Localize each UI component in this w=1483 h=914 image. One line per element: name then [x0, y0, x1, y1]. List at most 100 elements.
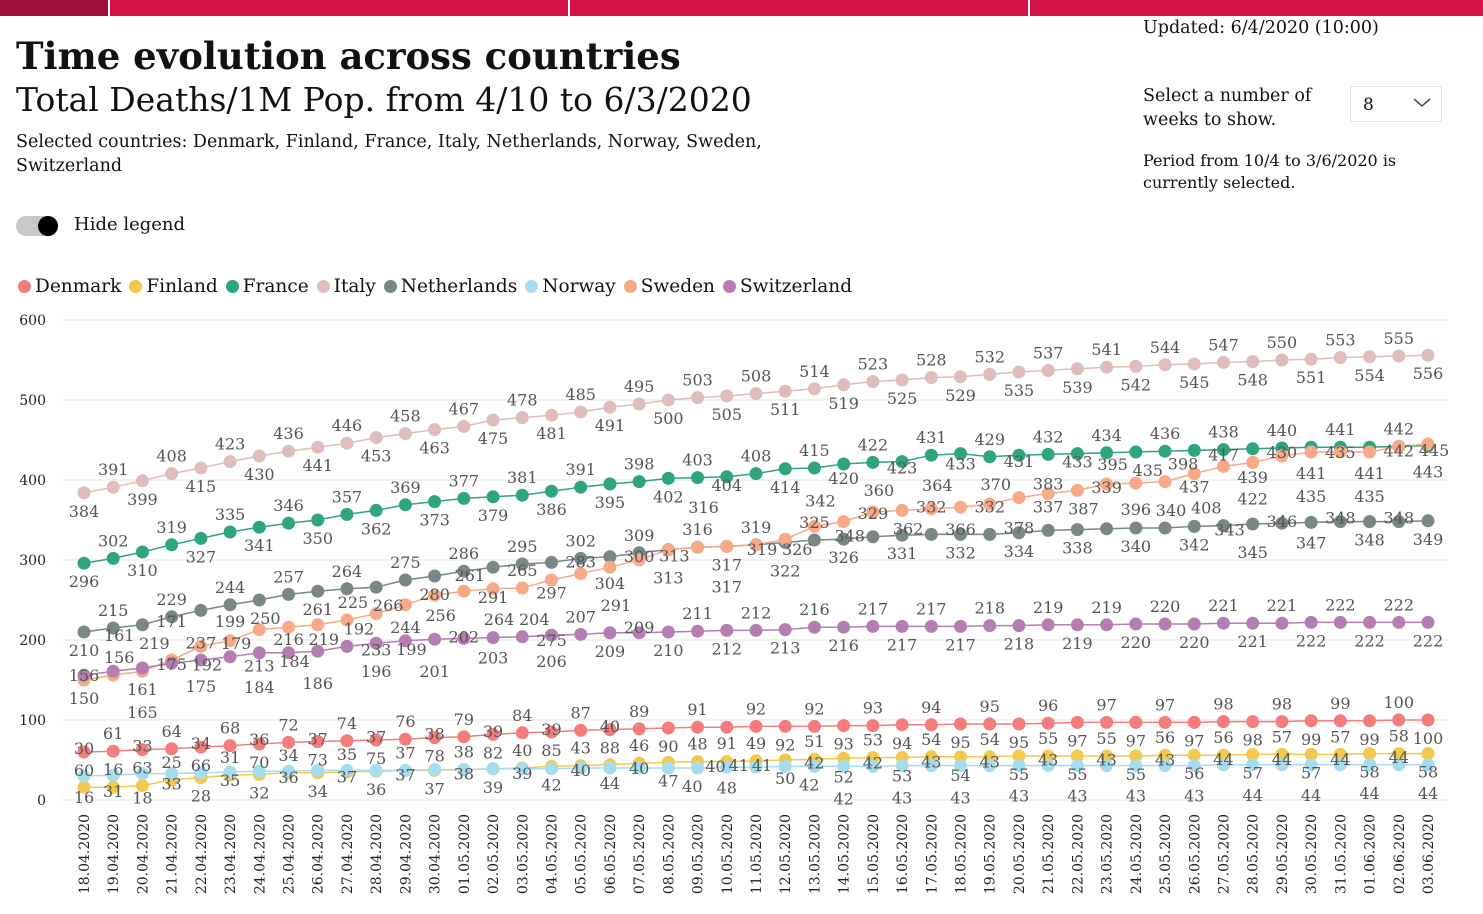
data-point-sweden[interactable]: [1304, 445, 1318, 459]
data-point-italy[interactable]: [983, 367, 997, 381]
data-point-switzerland[interactable]: [194, 653, 208, 667]
data-point-france[interactable]: [603, 477, 617, 491]
data-point-denmark[interactable]: [691, 720, 705, 734]
data-point-norway[interactable]: [1304, 758, 1318, 772]
data-point-france[interactable]: [1129, 445, 1143, 459]
data-point-netherlands[interactable]: [369, 580, 383, 594]
data-point-france[interactable]: [924, 448, 938, 462]
data-point-switzerland[interactable]: [632, 626, 646, 640]
data-point-norway[interactable]: [106, 768, 120, 782]
data-point-france[interactable]: [574, 480, 588, 494]
data-point-finland[interactable]: [1100, 749, 1114, 763]
data-point-norway[interactable]: [837, 759, 851, 773]
data-point-sweden[interactable]: [1275, 449, 1289, 463]
legend-item-italy[interactable]: Italy: [316, 276, 376, 297]
data-point-norway[interactable]: [574, 761, 588, 775]
data-point-netherlands[interactable]: [165, 610, 179, 624]
data-point-switzerland[interactable]: [106, 664, 120, 678]
data-point-netherlands[interactable]: [1246, 517, 1260, 531]
data-point-switzerland[interactable]: [77, 668, 91, 682]
data-point-italy[interactable]: [252, 449, 266, 463]
data-point-italy[interactable]: [369, 431, 383, 445]
data-point-italy[interactable]: [895, 373, 909, 387]
data-point-denmark[interactable]: [1304, 714, 1318, 728]
data-point-switzerland[interactable]: [661, 625, 675, 639]
data-point-switzerland[interactable]: [1100, 618, 1114, 632]
data-point-finland[interactable]: [1421, 747, 1435, 761]
data-point-france[interactable]: [165, 538, 179, 552]
data-point-italy[interactable]: [720, 389, 734, 403]
data-point-denmark[interactable]: [1070, 715, 1084, 729]
data-point-norway[interactable]: [661, 761, 675, 775]
data-point-sweden[interactable]: [398, 598, 412, 612]
data-point-netherlands[interactable]: [223, 598, 237, 612]
data-point-denmark[interactable]: [194, 740, 208, 754]
data-point-switzerland[interactable]: [311, 644, 325, 658]
data-point-switzerland[interactable]: [1158, 617, 1172, 631]
data-point-switzerland[interactable]: [369, 636, 383, 650]
data-point-netherlands[interactable]: [603, 550, 617, 564]
data-point-netherlands[interactable]: [106, 621, 120, 635]
data-point-netherlands[interactable]: [1363, 515, 1377, 529]
data-point-finland[interactable]: [1304, 747, 1318, 761]
data-point-sweden[interactable]: [311, 618, 325, 632]
data-point-denmark[interactable]: [311, 735, 325, 749]
data-point-switzerland[interactable]: [223, 650, 237, 664]
data-point-netherlands[interactable]: [398, 573, 412, 587]
data-point-norway[interactable]: [486, 762, 500, 776]
data-point-norway[interactable]: [720, 760, 734, 774]
data-point-switzerland[interactable]: [1333, 615, 1347, 629]
data-point-switzerland[interactable]: [1275, 616, 1289, 630]
data-point-france[interactable]: [223, 525, 237, 539]
data-point-netherlands[interactable]: [983, 527, 997, 541]
data-point-switzerland[interactable]: [1421, 615, 1435, 629]
data-point-switzerland[interactable]: [954, 619, 968, 633]
data-point-sweden[interactable]: [544, 573, 558, 587]
data-point-italy[interactable]: [1100, 360, 1114, 374]
data-point-france[interactable]: [1187, 443, 1201, 457]
data-point-sweden[interactable]: [1041, 487, 1055, 501]
legend-item-france[interactable]: France: [225, 276, 309, 297]
data-point-italy[interactable]: [1041, 363, 1055, 377]
data-point-italy[interactable]: [603, 400, 617, 414]
data-point-norway[interactable]: [691, 761, 705, 775]
data-point-switzerland[interactable]: [720, 623, 734, 637]
data-point-switzerland[interactable]: [486, 631, 500, 645]
data-point-italy[interactable]: [661, 393, 675, 407]
data-point-finland[interactable]: [1363, 747, 1377, 761]
data-point-italy[interactable]: [954, 370, 968, 384]
data-point-norway[interactable]: [954, 759, 968, 773]
data-point-norway[interactable]: [398, 763, 412, 777]
data-point-sweden[interactable]: [720, 539, 734, 553]
weeks-dropdown[interactable]: 8: [1350, 86, 1442, 122]
data-point-france[interactable]: [340, 507, 354, 521]
data-point-denmark[interactable]: [515, 726, 529, 740]
data-point-italy[interactable]: [544, 408, 558, 422]
data-point-italy[interactable]: [1187, 357, 1201, 371]
data-point-norway[interactable]: [895, 759, 909, 773]
data-point-norway[interactable]: [632, 761, 646, 775]
data-point-italy[interactable]: [135, 474, 149, 488]
data-point-netherlands[interactable]: [1392, 515, 1406, 529]
data-point-norway[interactable]: [428, 763, 442, 777]
data-point-denmark[interactable]: [895, 718, 909, 732]
data-point-switzerland[interactable]: [1363, 615, 1377, 629]
data-point-denmark[interactable]: [954, 717, 968, 731]
data-point-switzerland[interactable]: [544, 628, 558, 642]
data-point-denmark[interactable]: [866, 719, 880, 733]
data-point-denmark[interactable]: [340, 734, 354, 748]
data-point-italy[interactable]: [1158, 358, 1172, 372]
data-point-denmark[interactable]: [1363, 714, 1377, 728]
data-point-italy[interactable]: [457, 419, 471, 433]
data-point-sweden[interactable]: [252, 623, 266, 637]
data-point-denmark[interactable]: [223, 739, 237, 753]
data-point-switzerland[interactable]: [252, 646, 266, 660]
data-point-netherlands[interactable]: [895, 528, 909, 542]
data-point-denmark[interactable]: [165, 742, 179, 756]
data-point-sweden[interactable]: [895, 503, 909, 517]
data-point-denmark[interactable]: [282, 735, 296, 749]
data-point-sweden[interactable]: [574, 567, 588, 581]
data-point-switzerland[interactable]: [1129, 617, 1143, 631]
data-point-switzerland[interactable]: [135, 661, 149, 675]
data-point-italy[interactable]: [1363, 350, 1377, 364]
